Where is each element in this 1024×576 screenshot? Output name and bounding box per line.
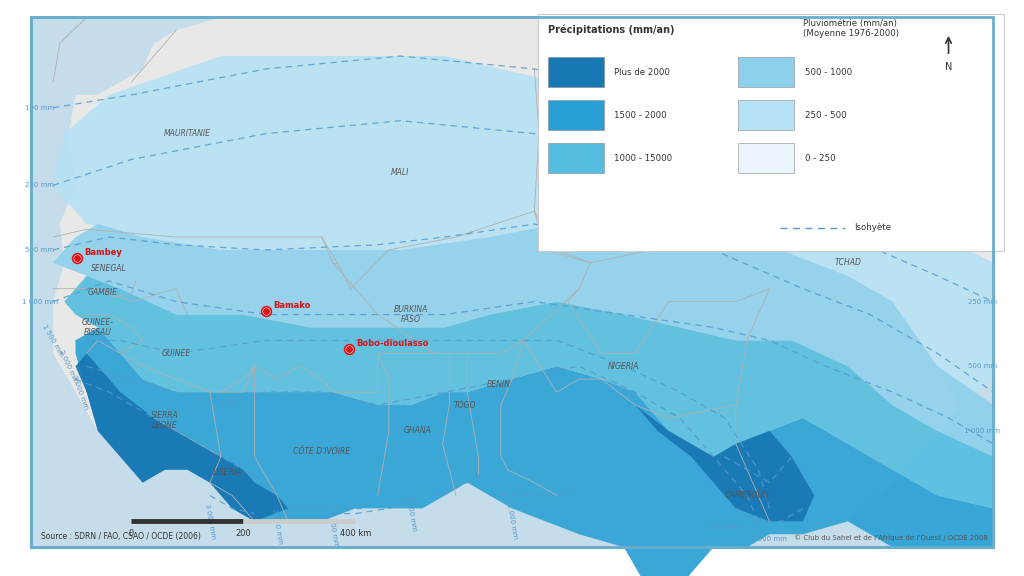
- Text: Pluviométrie (mm/an)
(Moyenne 1976-2000): Pluviométrie (mm/an) (Moyenne 1976-2000): [803, 19, 899, 39]
- Text: 1000 - 15000: 1000 - 15000: [614, 154, 673, 163]
- Text: 250 mm: 250 mm: [26, 182, 54, 188]
- Text: 2 000 mm: 2 000 mm: [58, 348, 79, 384]
- Text: 1 500 mm: 1 500 mm: [42, 323, 65, 358]
- Text: Source : SDRN / FAO, CSAO / OCDE (2006): Source : SDRN / FAO, CSAO / OCDE (2006): [41, 532, 201, 541]
- Text: 400 km: 400 km: [340, 529, 371, 538]
- Text: 1 500 mm: 1 500 mm: [406, 495, 418, 532]
- Polygon shape: [53, 56, 993, 405]
- Text: N: N: [945, 62, 952, 72]
- Text: GHANA: GHANA: [404, 426, 432, 435]
- Polygon shape: [76, 328, 993, 576]
- Text: LIBERIA: LIBERIA: [213, 468, 243, 477]
- Text: BURKINA
FASO: BURKINA FASO: [394, 305, 428, 324]
- Text: 3 000 mm: 3 000 mm: [204, 503, 216, 540]
- Text: NIGER: NIGER: [624, 194, 647, 203]
- Text: GUINEE-
BISSAU: GUINEE- BISSAU: [82, 318, 114, 337]
- Text: 1 000 mm: 1 000 mm: [22, 298, 57, 305]
- Bar: [548, 100, 604, 130]
- Polygon shape: [635, 405, 814, 521]
- Polygon shape: [31, 17, 993, 576]
- Text: 200: 200: [236, 529, 251, 538]
- Text: 100 mm: 100 mm: [25, 105, 54, 111]
- Text: CAMEROUN: CAMEROUN: [725, 491, 769, 500]
- Text: 500 mm: 500 mm: [26, 247, 54, 253]
- Bar: [548, 57, 604, 87]
- Text: 250 - 500: 250 - 500: [805, 111, 846, 120]
- Text: 1 500 mm: 1 500 mm: [707, 524, 742, 529]
- Text: MAURITANIE: MAURITANIE: [164, 129, 211, 138]
- Text: Bobo-dioulasso: Bobo-dioulasso: [355, 339, 428, 348]
- Text: 500 - 1000: 500 - 1000: [805, 67, 852, 77]
- Text: SIERRA
LEONE: SIERRA LEONE: [152, 411, 179, 430]
- Text: MALI: MALI: [391, 168, 410, 177]
- Text: 2 000 mm: 2 000 mm: [752, 536, 787, 543]
- Text: SENEGAL: SENEGAL: [91, 264, 127, 272]
- Text: 0 - 250: 0 - 250: [805, 154, 836, 163]
- Bar: [738, 100, 795, 130]
- Text: 0: 0: [129, 529, 134, 538]
- Text: GAMBIE: GAMBIE: [87, 288, 118, 297]
- Text: TCHAD: TCHAD: [835, 259, 861, 267]
- Text: Isohyète: Isohyète: [854, 223, 892, 232]
- Text: 500 mm: 500 mm: [968, 363, 996, 369]
- Bar: [538, 14, 1004, 251]
- Text: © Club du Sahel et de l’Afrique de l’Ouest / OCDE 2008: © Club du Sahel et de l’Afrique de l’Oue…: [795, 535, 988, 541]
- Text: 1 500 mm: 1 500 mm: [327, 511, 339, 547]
- Text: Bamako: Bamako: [273, 301, 310, 310]
- Text: Plus de 2000: Plus de 2000: [614, 67, 671, 77]
- Text: CÔTE D'IVOIRE: CÔTE D'IVOIRE: [293, 447, 350, 456]
- Polygon shape: [76, 353, 288, 521]
- Text: 2 000 mm: 2 000 mm: [271, 509, 283, 545]
- Text: TOGO: TOGO: [454, 400, 476, 410]
- Text: Précipitations (mm/an): Précipitations (mm/an): [548, 25, 675, 35]
- Text: 3 000 mm: 3 000 mm: [71, 374, 89, 410]
- Polygon shape: [53, 224, 993, 457]
- Polygon shape: [65, 276, 993, 509]
- Text: GUINEE: GUINEE: [162, 349, 190, 358]
- Text: 250 mm: 250 mm: [968, 298, 996, 305]
- Text: 1500 - 2000: 1500 - 2000: [614, 111, 667, 120]
- Text: 2 000 mm: 2 000 mm: [506, 503, 518, 540]
- Text: 100 mm: 100 mm: [968, 234, 996, 240]
- Text: Bambey: Bambey: [84, 248, 122, 257]
- Bar: [738, 57, 795, 87]
- Text: NIGERIA: NIGERIA: [608, 362, 640, 371]
- Text: BENIN: BENIN: [486, 380, 511, 389]
- Text: 1 000 mm: 1 000 mm: [964, 428, 1000, 434]
- Bar: [738, 143, 795, 173]
- Bar: [548, 143, 604, 173]
